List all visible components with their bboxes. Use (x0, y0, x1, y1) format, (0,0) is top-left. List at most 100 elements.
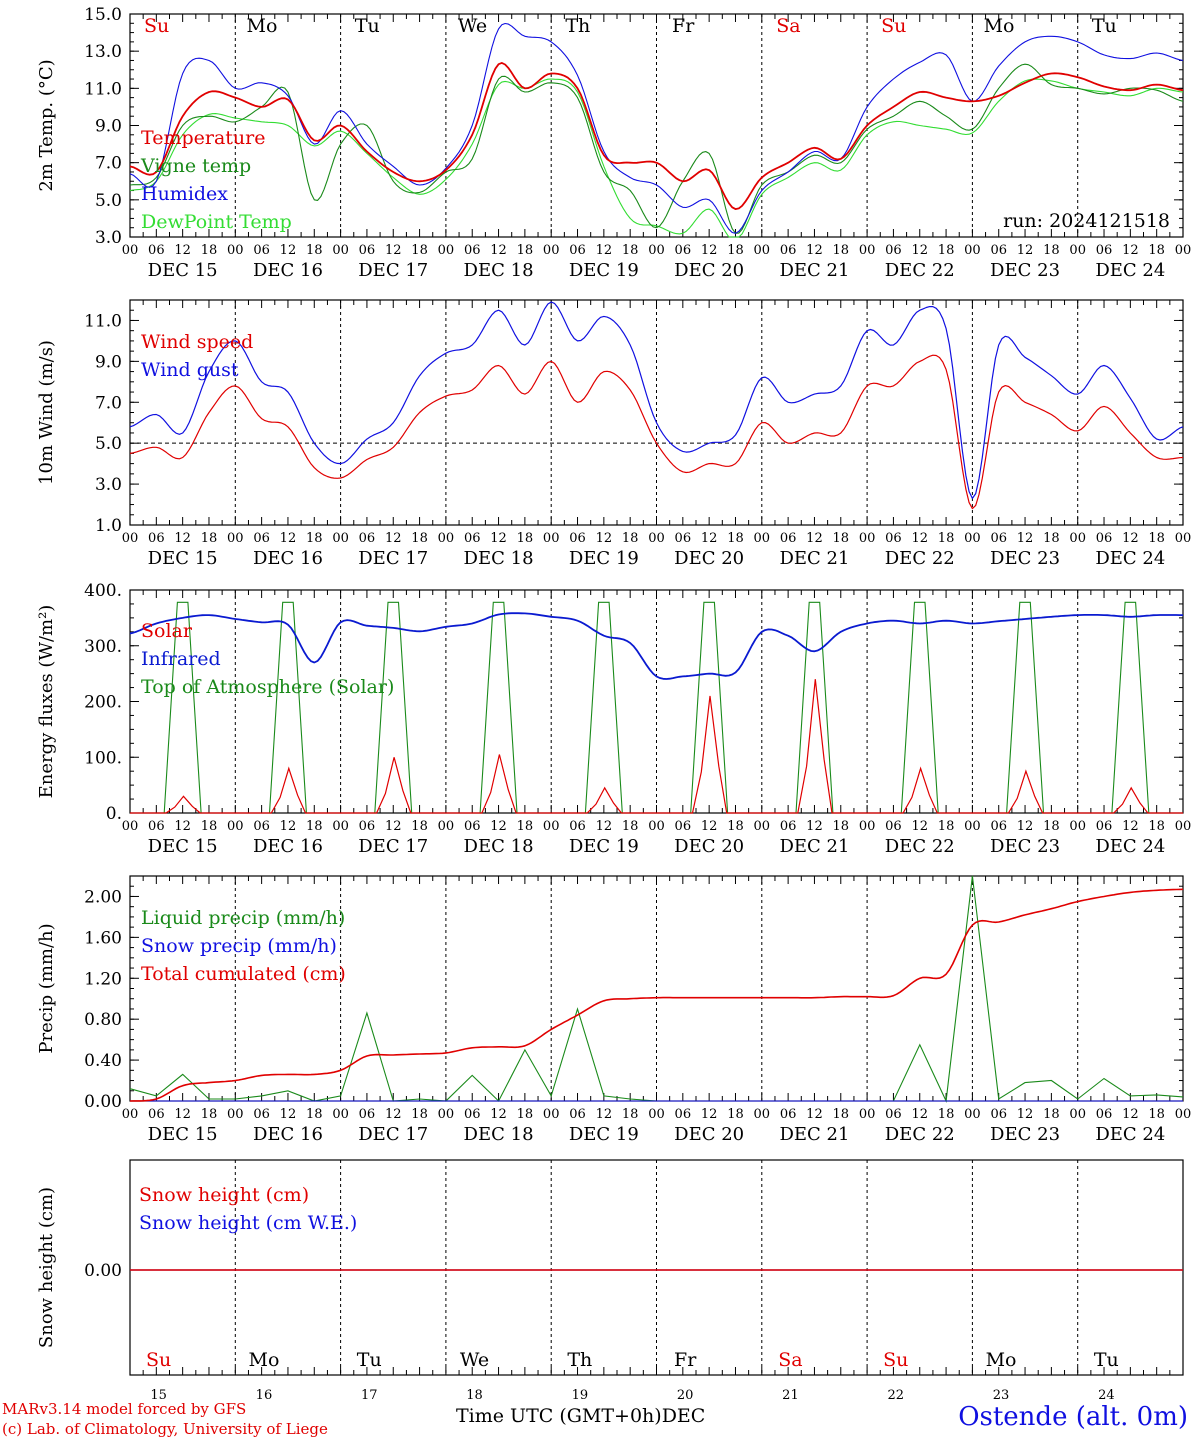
legend-wind-gust: Wind gust (141, 359, 239, 381)
hour-tick-label: 18 (306, 531, 323, 546)
hour-tick-label: 12 (1122, 531, 1139, 546)
y-tick-label: 7.0 (95, 154, 122, 174)
weekday-label: Mo (986, 1349, 1017, 1371)
hour-tick-label: 06 (464, 1107, 481, 1122)
hour-tick-label: 06 (1096, 1107, 1113, 1122)
hour-tick-label: 00 (859, 243, 876, 258)
hour-tick-label: 06 (1096, 531, 1113, 546)
hour-tick-label: 12 (701, 243, 718, 258)
plot-frame (130, 300, 1183, 525)
day-number-label: 20 (677, 1388, 694, 1403)
hour-tick-label: 00 (859, 819, 876, 834)
date-label: DEC 21 (779, 548, 849, 569)
y-tick-label: 200. (84, 693, 122, 713)
y-tick-label: 0.00 (84, 1092, 122, 1112)
y-tick-label: 3.0 (95, 228, 122, 248)
hour-tick-label: 00 (438, 531, 455, 546)
lab-credit: (c) Lab. of Climatology, University of L… (2, 1420, 328, 1438)
hour-tick-label: 18 (938, 243, 955, 258)
hour-tick-label: 18 (1148, 819, 1165, 834)
hour-tick-label: 00 (754, 1107, 771, 1122)
hour-tick-label: 06 (675, 819, 692, 834)
hour-tick-label: 18 (833, 243, 850, 258)
hour-tick-label: 12 (1017, 531, 1034, 546)
hour-tick-label: 06 (990, 243, 1007, 258)
date-label: DEC 24 (1095, 836, 1165, 857)
date-label: DEC 20 (674, 260, 744, 281)
weekday-label: Fr (674, 1349, 697, 1371)
y-tick-label: 0.00 (84, 1261, 122, 1281)
hour-tick-label: 12 (911, 531, 928, 546)
day-number-label: 16 (256, 1388, 273, 1403)
weekday-label: Mo (984, 15, 1015, 37)
hour-tick-label: 06 (464, 819, 481, 834)
date-label: DEC 20 (674, 1124, 744, 1145)
y-tick-label: 300. (84, 637, 122, 657)
hour-tick-label: 12 (1017, 819, 1034, 834)
date-label: DEC 17 (358, 1124, 428, 1145)
legend-temperature: Temperature (141, 127, 265, 149)
hour-tick-label: 06 (885, 243, 902, 258)
hour-tick-label: 06 (990, 819, 1007, 834)
y-tick-label: 15.0 (84, 5, 122, 25)
hour-tick-label: 00 (1175, 819, 1192, 834)
hour-tick-label: 00 (227, 531, 244, 546)
x-axis-title-text: Time UTC (GMT+0h) (456, 1405, 662, 1427)
y-tick-label: 11.0 (84, 79, 122, 99)
hour-tick-label: 06 (464, 531, 481, 546)
hour-tick-label: 06 (1096, 243, 1113, 258)
hour-tick-label: 06 (569, 531, 586, 546)
day-number-label: 24 (1098, 1388, 1115, 1403)
date-label: DEC 19 (569, 1124, 639, 1145)
y-tick-label: 400. (84, 581, 122, 601)
hour-tick-label: 06 (675, 531, 692, 546)
y-axis-label: Snow height (cm) (36, 1187, 57, 1348)
hour-tick-label: 18 (411, 1107, 428, 1122)
hour-tick-label: 00 (122, 531, 139, 546)
hour-tick-label: 00 (1175, 1107, 1192, 1122)
panel-1: 3.0 5.0 7.0 9.0 11.0 13.0 15.0 2m Temp. (°C) 00 0… (36, 5, 1191, 281)
hour-tick-label: 00 (227, 819, 244, 834)
hour-tick-label: 18 (1148, 1107, 1165, 1122)
hour-tick-label: 12 (280, 819, 297, 834)
y-axis-label: Energy fluxes (W/m²) (36, 605, 57, 799)
date-label: DEC 20 (674, 836, 744, 857)
hour-tick-label: 00 (648, 819, 665, 834)
weekday-label: Su (881, 15, 906, 37)
weekday-label: We (458, 15, 487, 37)
y-axis-label: Precip (mm/h) (36, 923, 57, 1053)
hour-tick-label: 12 (596, 243, 613, 258)
date-label: DEC 21 (779, 260, 849, 281)
hour-tick-label: 00 (1069, 819, 1086, 834)
hour-tick-label: 00 (859, 531, 876, 546)
meteogram: 3.05.07.09.011.013.015.02m Temp. (°C)00 0… (0, 0, 1194, 1440)
hour-tick-label: 00 (332, 531, 349, 546)
weekday-label: Tu (355, 15, 380, 37)
hour-tick-label: 12 (280, 1107, 297, 1122)
date-label: DEC 18 (464, 1124, 534, 1145)
hour-tick-label: 18 (517, 1107, 534, 1122)
legend-top-of-atmosphere-solar: Top of Atmosphere (Solar) (141, 676, 394, 698)
hour-tick-label: 06 (359, 531, 376, 546)
date-label: DEC 15 (148, 836, 218, 857)
hour-tick-label: 06 (780, 531, 797, 546)
hour-tick-label: 18 (306, 1107, 323, 1122)
hour-tick-label: 12 (174, 1107, 191, 1122)
hour-tick-label: 00 (543, 1107, 560, 1122)
hour-tick-label: 18 (622, 531, 639, 546)
hour-tick-label: 18 (938, 819, 955, 834)
date-label: DEC 23 (990, 548, 1060, 569)
hour-tick-label: 06 (464, 243, 481, 258)
hour-tick-label: 18 (1148, 243, 1165, 258)
x-axis-title: Time UTC (GMT+0h)DEC (456, 1405, 705, 1427)
hour-tick-label: 12 (701, 531, 718, 546)
hour-tick-label: 00 (1069, 1107, 1086, 1122)
legend-total-cumulated-cm: Total cumulated (cm) (141, 963, 346, 985)
weekday-label: Su (144, 15, 169, 37)
hour-tick-label: 12 (490, 243, 507, 258)
hour-tick-label: 00 (964, 819, 981, 834)
weekday-label: Mo (248, 1349, 279, 1371)
hour-tick-label: 12 (806, 1107, 823, 1122)
hour-tick-label: 18 (517, 819, 534, 834)
weekday-label: Tu (1092, 15, 1117, 37)
